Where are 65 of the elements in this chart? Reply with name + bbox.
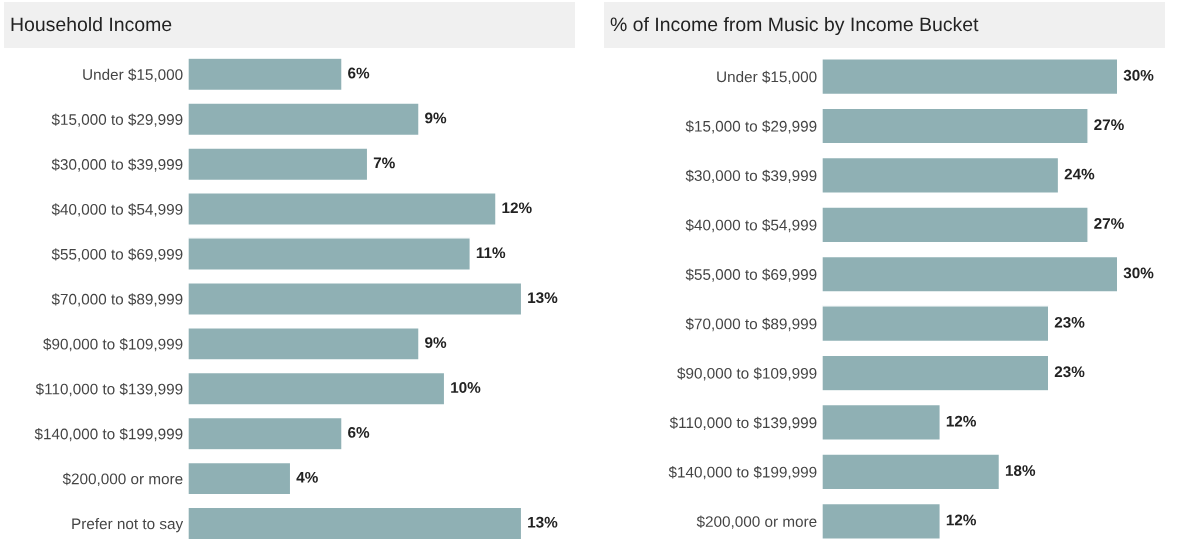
- bar: [188, 416, 343, 451]
- data-label: 12%: [502, 202, 532, 214]
- bar: [822, 156, 1060, 194]
- data-label: 6%: [348, 67, 370, 79]
- data-label: 12%: [946, 514, 977, 526]
- data-label: 23%: [1054, 366, 1085, 378]
- bar: [822, 255, 1119, 293]
- bar: [822, 206, 1089, 244]
- bar: [188, 506, 523, 541]
- y-tick-label: $200,000 or more: [696, 515, 817, 529]
- y-tick-label: $140,000 to $199,999: [668, 466, 817, 480]
- bar: [188, 371, 446, 406]
- y-tick-label: $15,000 to $29,999: [685, 120, 817, 134]
- y-tick-label: $55,000 to $69,999: [685, 268, 817, 282]
- data-label: 27%: [1094, 119, 1124, 131]
- bar: [822, 58, 1119, 96]
- data-label: 9%: [425, 112, 447, 124]
- y-tick-label: $200,000 or more: [62, 472, 183, 487]
- bar: [188, 102, 420, 137]
- data-label: 13%: [528, 516, 558, 528]
- data-label: 18%: [1005, 465, 1036, 476]
- bar: [822, 354, 1050, 392]
- data-label: 11%: [476, 247, 506, 259]
- y-tick-label: $15,000 to $29,999: [51, 113, 183, 127]
- data-label: 30%: [1123, 69, 1154, 81]
- chart-title: Household Income: [11, 16, 172, 32]
- y-tick-label: $40,000 to $54,999: [685, 219, 817, 233]
- y-tick-label: Under $15,000: [83, 68, 183, 82]
- y-tick-label: $70,000 to $89,999: [51, 293, 183, 307]
- data-label: 4%: [296, 471, 318, 483]
- data-label: 10%: [451, 382, 481, 393]
- data-label: 12%: [946, 415, 977, 427]
- bar: [822, 403, 941, 441]
- y-tick-label: $90,000 to $109,999: [43, 338, 183, 352]
- data-label: 23%: [1054, 316, 1085, 328]
- bar: [188, 192, 497, 226]
- y-tick-label: $70,000 to $89,999: [685, 317, 817, 332]
- bar: [188, 326, 420, 361]
- data-label: 6%: [348, 426, 370, 438]
- data-label: 24%: [1064, 168, 1095, 180]
- bar: [188, 461, 292, 496]
- bar: [822, 502, 941, 540]
- y-tick-label: $110,000 to $139,999: [669, 416, 817, 430]
- chart-title: % of Income from Music by Income Bucket: [610, 16, 979, 36]
- y-tick-label: Prefer not to say: [72, 518, 184, 533]
- bar: [822, 453, 1001, 491]
- bar: [822, 107, 1089, 145]
- bar: [188, 237, 471, 271]
- y-tick-label: $140,000 to $199,999: [34, 427, 183, 442]
- bar: [822, 305, 1050, 343]
- bar: [188, 147, 369, 182]
- y-tick-label: $55,000 to $69,999: [51, 248, 183, 262]
- y-tick-label: $110,000 to $139,999: [35, 383, 183, 397]
- data-label: 7%: [373, 157, 395, 169]
- y-tick-label: $90,000 to $109,999: [677, 367, 817, 381]
- data-label: 13%: [528, 292, 558, 304]
- y-tick-label: $30,000 to $39,999: [51, 158, 183, 172]
- bar: [188, 57, 343, 92]
- y-tick-label: $40,000 to $54,999: [51, 203, 183, 217]
- y-tick-label: $30,000 to $39,999: [685, 169, 817, 183]
- data-label: 27%: [1094, 218, 1124, 229]
- data-label: 30%: [1123, 267, 1154, 279]
- data-label: 9%: [425, 337, 447, 348]
- bar: [188, 282, 523, 316]
- y-tick-label: Under $15,000: [717, 70, 817, 85]
